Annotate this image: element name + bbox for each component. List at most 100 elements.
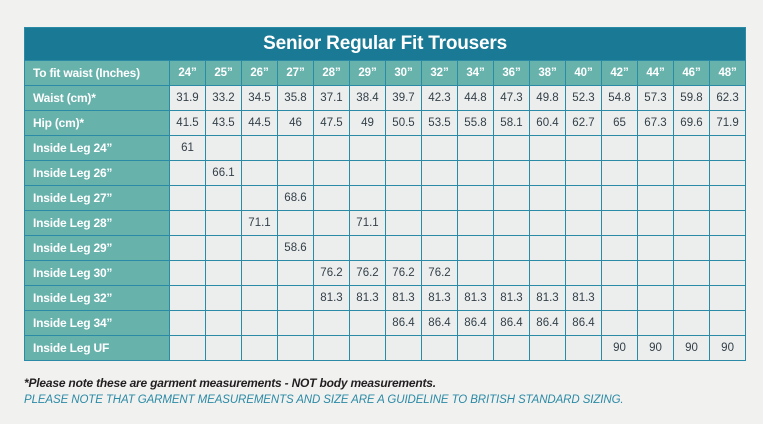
data-cell-10-11 xyxy=(566,336,601,360)
data-cell-7-13 xyxy=(638,261,673,285)
data-cell-7-9 xyxy=(494,261,529,285)
data-cell-3-9 xyxy=(494,161,529,185)
data-cell-6-1 xyxy=(206,236,241,260)
table-body: Waist (cm)* 31.9 33.2 34.5 35.8 37.1 38.4 39.7 4… xyxy=(25,86,746,360)
data-cell-2-14 xyxy=(674,136,709,160)
row-header-label: To fit waist (Inches) xyxy=(25,61,169,85)
row-header-3: Inside Leg 26” xyxy=(25,161,169,185)
data-cell-0-14: 59.8 xyxy=(674,86,709,110)
data-cell-0-9: 47.3 xyxy=(494,86,529,110)
table-row: Inside Leg 28” 71.1 71.1 xyxy=(25,211,746,235)
data-cell-6-10 xyxy=(530,236,565,260)
data-cell-10-7 xyxy=(422,336,457,360)
data-cell-7-6: 76.2 xyxy=(386,261,421,285)
column-header-1: 25” xyxy=(206,61,241,85)
data-cell-4-11 xyxy=(566,186,601,210)
data-cell-5-0 xyxy=(170,211,205,235)
table-row: Inside Leg 29” 58.6 xyxy=(25,236,746,260)
data-cell-8-9: 81.3 xyxy=(494,286,529,310)
data-cell-5-9 xyxy=(494,211,529,235)
data-cell-1-9: 58.1 xyxy=(494,111,529,135)
data-cell-5-10 xyxy=(530,211,565,235)
data-cell-1-15: 71.9 xyxy=(710,111,746,135)
data-cell-6-7 xyxy=(422,236,457,260)
data-cell-6-2 xyxy=(242,236,277,260)
data-cell-7-15 xyxy=(710,261,746,285)
row-header-9: Inside Leg 34” xyxy=(25,311,169,335)
data-cell-6-9 xyxy=(494,236,529,260)
data-cell-4-8 xyxy=(458,186,493,210)
data-cell-9-6: 86.4 xyxy=(386,311,421,335)
data-cell-10-13: 90 xyxy=(638,336,673,360)
data-cell-7-10 xyxy=(530,261,565,285)
data-cell-9-12 xyxy=(602,311,637,335)
data-cell-9-4 xyxy=(314,311,349,335)
data-cell-7-3 xyxy=(278,261,313,285)
data-cell-0-12: 54.8 xyxy=(602,86,637,110)
data-cell-7-1 xyxy=(206,261,241,285)
data-cell-2-4 xyxy=(314,136,349,160)
data-cell-8-11: 81.3 xyxy=(566,286,601,310)
data-cell-8-13 xyxy=(638,286,673,310)
data-cell-5-15 xyxy=(710,211,746,235)
table-row: Inside Leg 34” 86.4 86.4 86.4 86.4 86.4 86.4 xyxy=(25,311,746,335)
data-cell-0-10: 49.8 xyxy=(530,86,565,110)
data-cell-2-13 xyxy=(638,136,673,160)
data-cell-3-7 xyxy=(422,161,457,185)
data-cell-9-5 xyxy=(350,311,385,335)
row-header-4: Inside Leg 27” xyxy=(25,186,169,210)
data-cell-0-6: 39.7 xyxy=(386,86,421,110)
data-cell-7-0 xyxy=(170,261,205,285)
column-header-10: 38” xyxy=(530,61,565,85)
column-header-4: 28” xyxy=(314,61,349,85)
data-cell-2-10 xyxy=(530,136,565,160)
column-header-8: 34” xyxy=(458,61,493,85)
data-cell-3-1: 66.1 xyxy=(206,161,241,185)
data-cell-6-13 xyxy=(638,236,673,260)
data-cell-1-12: 65 xyxy=(602,111,637,135)
data-cell-5-3 xyxy=(278,211,313,235)
data-cell-7-2 xyxy=(242,261,277,285)
data-cell-3-8 xyxy=(458,161,493,185)
row-header-0: Waist (cm)* xyxy=(25,86,169,110)
data-cell-3-3 xyxy=(278,161,313,185)
data-cell-9-10: 86.4 xyxy=(530,311,565,335)
row-header-1: Hip (cm)* xyxy=(25,111,169,135)
footnote-block: *Please note these are garment measureme… xyxy=(24,376,739,406)
data-cell-8-15 xyxy=(710,286,746,310)
data-cell-0-3: 35.8 xyxy=(278,86,313,110)
data-cell-3-0 xyxy=(170,161,205,185)
data-cell-9-1 xyxy=(206,311,241,335)
page-title: Senior Regular Fit Trousers xyxy=(25,28,746,60)
data-cell-1-1: 43.5 xyxy=(206,111,241,135)
data-cell-1-4: 47.5 xyxy=(314,111,349,135)
data-cell-2-6 xyxy=(386,136,421,160)
data-cell-3-4 xyxy=(314,161,349,185)
footnote-secondary: PLEASE NOTE THAT GARMENT MEASUREMENTS AN… xyxy=(24,394,624,406)
data-cell-3-11 xyxy=(566,161,601,185)
data-cell-9-9: 86.4 xyxy=(494,311,529,335)
table-row: Inside Leg 26” 66.1 xyxy=(25,161,746,185)
data-cell-4-14 xyxy=(674,186,709,210)
data-cell-5-2: 71.1 xyxy=(242,211,277,235)
data-cell-8-1 xyxy=(206,286,241,310)
data-cell-0-1: 33.2 xyxy=(206,86,241,110)
table-row: Inside Leg 32” 81.3 81.3 81.3 81.3 81.3 81.3 81… xyxy=(25,286,746,310)
data-cell-1-13: 67.3 xyxy=(638,111,673,135)
column-header-13: 44” xyxy=(638,61,673,85)
data-cell-2-12 xyxy=(602,136,637,160)
column-header-11: 40” xyxy=(566,61,601,85)
data-cell-9-13 xyxy=(638,311,673,335)
data-cell-1-11: 62.7 xyxy=(566,111,601,135)
table-row: Inside Leg 27” 68.6 xyxy=(25,186,746,210)
data-cell-5-11 xyxy=(566,211,601,235)
data-cell-5-5: 71.1 xyxy=(350,211,385,235)
data-cell-5-4 xyxy=(314,211,349,235)
data-cell-7-11 xyxy=(566,261,601,285)
data-cell-8-14 xyxy=(674,286,709,310)
column-header-14: 46” xyxy=(674,61,709,85)
data-cell-3-5 xyxy=(350,161,385,185)
column-header-3: 27” xyxy=(278,61,313,85)
data-cell-3-2 xyxy=(242,161,277,185)
data-cell-7-14 xyxy=(674,261,709,285)
